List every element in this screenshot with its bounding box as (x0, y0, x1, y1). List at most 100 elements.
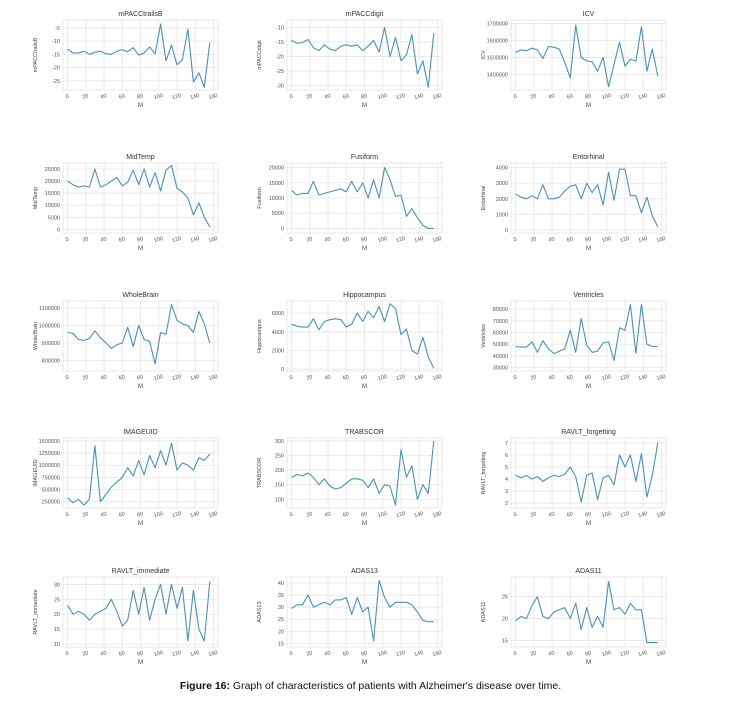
subplot-icv: 0 20 40 60 80 100 120 140 160 1700000 1600000 15000… (481, 11, 667, 109)
x-tick-label: 160 (656, 236, 666, 244)
y-axis-label: MidTemp (33, 187, 39, 209)
x-tick-label: 120 (395, 93, 405, 101)
y-tick-label: 6 (505, 453, 508, 459)
x-tick-label: 40 (100, 374, 107, 381)
series-line (67, 581, 211, 642)
y-tick-label: 7 (505, 441, 508, 447)
x-tick-label: 60 (566, 511, 573, 518)
y-tick-label: -20 (52, 66, 60, 72)
y-tick-label: 1700000 (487, 21, 508, 27)
y-tick-label: 1100000 (39, 306, 60, 312)
series-line (67, 164, 211, 228)
x-tick-label: 140 (190, 374, 200, 382)
y-tick-label: 1500000 (39, 439, 60, 445)
series-line (291, 440, 435, 506)
subplot-title: Ventricles (573, 292, 604, 299)
x-tick-label: 0 (289, 651, 294, 658)
x-tick-label: 60 (118, 236, 125, 243)
y-tick-label: 250000 (42, 500, 60, 506)
x-tick-label: 80 (585, 236, 592, 243)
y-tick-label: 80000 (493, 307, 508, 313)
x-tick-label: 160 (208, 374, 218, 382)
x-tick-label: 20 (82, 236, 89, 243)
y-tick-label: 70000 (493, 319, 508, 325)
series-line (515, 442, 659, 503)
x-tick-label: 60 (342, 93, 349, 100)
figure-caption: Figure 16: Graph of characteristics of p… (0, 680, 741, 692)
y-tick-label: 20000 (269, 166, 284, 172)
y-tick-label: 2 (505, 501, 508, 507)
y-tick-label: -10 (52, 39, 60, 45)
x-tick-label: 0 (65, 237, 70, 244)
x-tick-label: 20 (306, 650, 313, 657)
x-tick-label: 20 (82, 93, 89, 100)
x-tick-label: 0 (289, 375, 294, 382)
y-tick-label: 3000 (496, 181, 508, 187)
subplot-title: mPACCtrailsB (118, 11, 163, 18)
y-axis-label: Ventricles (481, 324, 487, 348)
x-tick-label: 120 (395, 511, 405, 519)
series-line (515, 24, 659, 88)
x-tick-label: 140 (414, 236, 424, 244)
series-line (291, 303, 435, 369)
y-tick-label: 150 (275, 483, 284, 489)
y-tick-label: 2000 (496, 197, 508, 203)
y-axis-label: TRABSCOR (257, 458, 263, 489)
y-tick-label: 15000 (45, 191, 60, 197)
y-axis-label: ICV (481, 50, 487, 60)
x-tick-label: 60 (566, 236, 573, 243)
y-axis-label: WholeBrain (33, 322, 39, 350)
y-tick-label: 1000000 (39, 463, 60, 469)
x-tick-label: 0 (65, 94, 70, 101)
x-axis-label: M (362, 246, 367, 252)
x-tick-label: 80 (361, 93, 368, 100)
y-tick-label: 0 (505, 228, 508, 234)
y-tick-label: 5000 (48, 215, 60, 221)
x-tick-label: 0 (289, 237, 294, 244)
x-tick-label: 120 (171, 374, 181, 382)
y-tick-label: 10000 (269, 196, 284, 202)
subplot-adas11: 0 20 40 60 80 100 120 140 160 25 20 15 ADAS11 M ADAS11 (481, 568, 667, 666)
x-axis-label: M (138, 521, 143, 527)
y-tick-label: 750000 (42, 475, 60, 481)
y-tick-label: 4 (505, 477, 508, 483)
x-tick-label: 80 (137, 374, 144, 381)
x-tick-label: 60 (342, 374, 349, 381)
y-tick-label: 100 (275, 497, 284, 503)
y-tick-label: 25 (278, 617, 284, 623)
y-tick-label: 300 (275, 439, 284, 445)
y-tick-label: 1250000 (39, 451, 60, 457)
x-tick-label: 20 (82, 650, 89, 657)
subplot-entorhinal: 0 20 40 60 80 100 120 140 160 4000 3000 2000 1000 0 En… (481, 154, 667, 252)
x-axis-label: M (586, 103, 591, 109)
subplot-trabscor: 0 20 40 60 80 100 120 140 160 300 250 200 150 100 TRAB… (257, 429, 443, 527)
x-tick-label: 160 (208, 511, 218, 519)
y-tick-label: 40 (278, 581, 284, 587)
x-tick-label: 140 (414, 93, 424, 101)
x-tick-label: 40 (548, 511, 555, 518)
x-tick-label: 0 (65, 375, 70, 382)
subplot-ravlt-forgetting: 0 20 40 60 80 100 120 140 160 7 6 5 4 3 2 RAVLT_forgett… (481, 429, 667, 527)
x-tick-label: 20 (306, 93, 313, 100)
x-tick-label: 20 (306, 236, 313, 243)
x-tick-label: 140 (190, 511, 200, 519)
x-tick-label: 120 (171, 236, 181, 244)
x-tick-label: 160 (656, 374, 666, 382)
y-tick-label: 200 (275, 468, 284, 474)
subplot-title: Hippocampus (343, 292, 386, 299)
x-tick-label: 80 (585, 93, 592, 100)
x-tick-label: 160 (656, 93, 666, 101)
x-tick-label: 60 (118, 374, 125, 381)
y-tick-label: 250 (275, 454, 284, 460)
x-tick-label: 120 (171, 93, 181, 101)
subplot-ravlt-immediate: 0 20 40 60 80 100 120 140 160 30 25 20 15 10 RAVLT_imm… (33, 568, 219, 666)
x-tick-label: 140 (190, 650, 200, 658)
y-tick-label: 2000 (272, 348, 284, 354)
y-tick-label: 20 (278, 629, 284, 635)
x-tick-label: 0 (513, 512, 518, 519)
x-tick-label: 60 (566, 93, 573, 100)
y-axis-label: Fusiform (257, 187, 263, 209)
x-tick-label: 0 (65, 512, 70, 519)
x-tick-label: 80 (585, 511, 592, 518)
